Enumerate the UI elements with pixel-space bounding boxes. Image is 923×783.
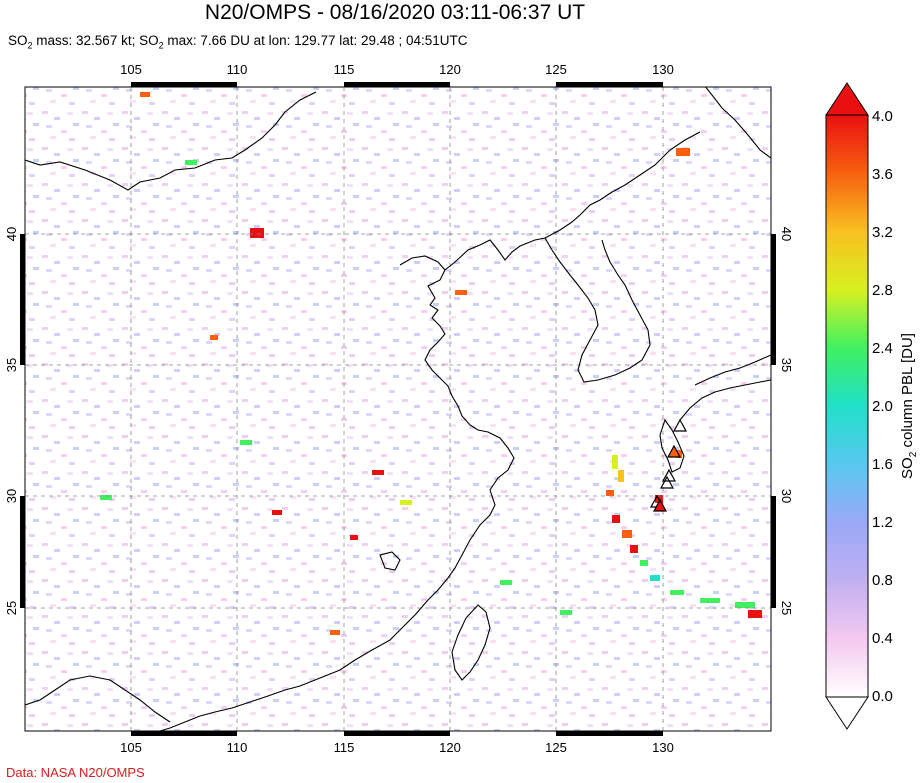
volcano-icon — [666, 444, 682, 458]
colorbar-bottom-arrow — [825, 696, 869, 730]
lon-tick: 120 — [439, 740, 461, 755]
lat-tick: 30 — [4, 489, 19, 503]
colorbar: 4.0 3.6 3.2 2.8 2.4 2.0 1.6 1.2 0.8 0.4 … — [825, 82, 919, 730]
lon-tick: 110 — [227, 740, 248, 755]
lat-tick: 25 — [4, 601, 19, 615]
lat-ticks-left: 40 35 30 25 — [4, 227, 19, 615]
lon-tick: 105 — [120, 740, 142, 755]
colorbar-tick: 1.6 — [872, 456, 893, 473]
lon-tick: 130 — [652, 62, 674, 77]
lat-ticks-right: 40 35 30 25 — [779, 227, 794, 615]
volcano-icon — [659, 475, 675, 489]
data-credit: Data: NASA N20/OMPS — [6, 765, 145, 780]
colorbar-tick: 0.8 — [872, 572, 893, 589]
lon-tick: 115 — [334, 62, 355, 77]
colorbar-tick: 1.2 — [872, 514, 893, 531]
map-title: N20/OMPS - 08/16/2020 03:11-06:37 UT — [204, 1, 586, 24]
lon-ticks-top: 105 110 115 120 125 130 — [120, 62, 674, 77]
lat-tick: 35 — [779, 358, 794, 372]
colorbar-ticks: 4.0 3.6 3.2 2.8 2.4 2.0 1.6 1.2 0.8 0.4 … — [872, 108, 893, 705]
colorbar-tick: 3.2 — [872, 224, 893, 241]
volcano-markers — [649, 418, 688, 512]
lon-tick: 125 — [545, 740, 567, 755]
axis-bars — [20, 82, 776, 736]
so2-field — [25, 87, 771, 731]
lat-tick: 40 — [4, 227, 19, 241]
lon-tick: 110 — [227, 62, 248, 77]
lon-tick: 125 — [545, 62, 567, 77]
colorbar-tick: 2.8 — [872, 282, 893, 299]
colorbar-tick: 4.0 — [872, 108, 893, 125]
colorbar-scale — [825, 114, 869, 698]
lat-tick: 40 — [779, 227, 794, 241]
colorbar-tick: 2.0 — [872, 398, 893, 415]
coastlines — [25, 87, 771, 731]
lat-tick: 30 — [779, 489, 794, 503]
volcano-icon — [672, 418, 688, 432]
lon-tick: 115 — [334, 740, 355, 755]
so2-summary: SO2 mass: 32.567 kt; SO2 max: 7.66 DU at… — [8, 33, 468, 51]
colorbar-tick: 3.6 — [872, 166, 893, 183]
lon-tick: 120 — [439, 62, 461, 77]
colorbar-tick: 0.0 — [872, 688, 893, 705]
lat-tick: 25 — [779, 601, 794, 615]
colorbar-tick: 2.4 — [872, 340, 893, 357]
colorbar-label: SO2 column PBL [DU] — [899, 333, 919, 479]
lat-tick: 35 — [4, 358, 19, 372]
lon-ticks-bottom: 105 110 115 120 125 130 — [120, 740, 674, 755]
colorbar-tick: 0.4 — [872, 630, 893, 647]
volcano-icon — [652, 498, 668, 512]
colorbar-top-arrow — [825, 82, 869, 116]
graticule — [25, 87, 771, 731]
lon-tick: 105 — [120, 62, 142, 77]
lon-tick: 130 — [652, 740, 674, 755]
